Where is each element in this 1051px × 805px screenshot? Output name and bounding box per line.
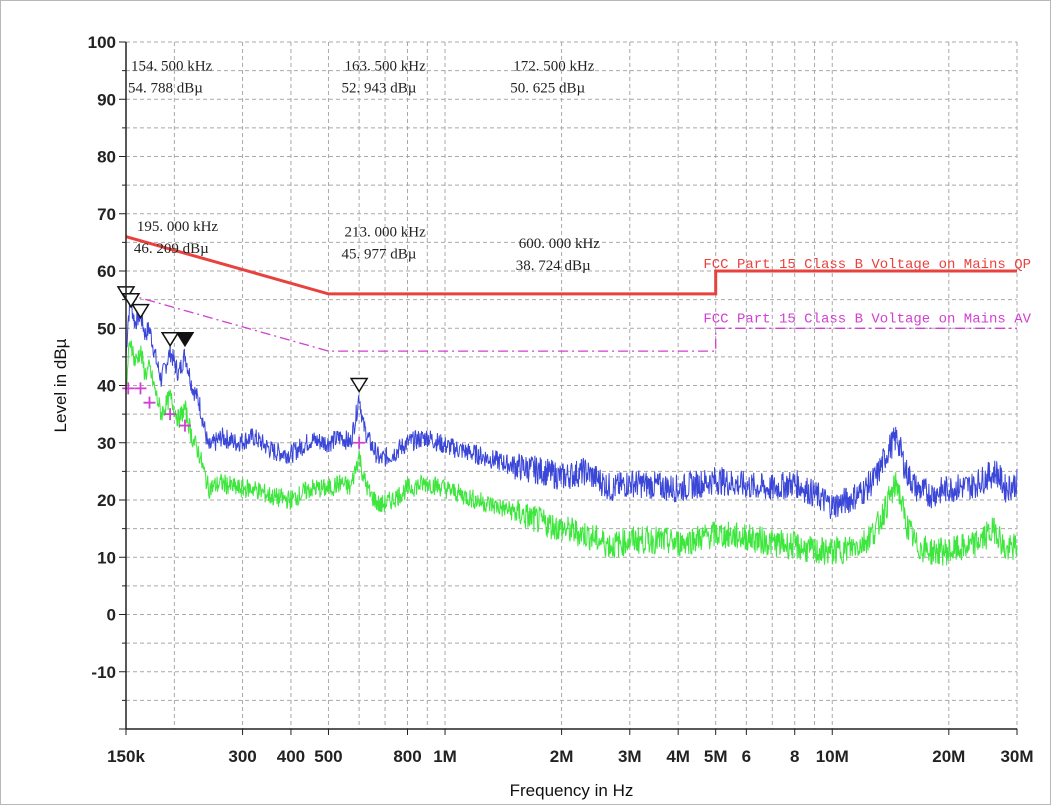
- trace-series: [125, 299, 1018, 566]
- x-tick-label: 20M: [932, 747, 965, 766]
- x-tick-label: 800: [393, 747, 421, 766]
- marker-frequency-label: 213. 000 kHz: [344, 225, 426, 241]
- marker-frequency-label: 154. 500 kHz: [131, 59, 213, 75]
- x-tick-label: 6: [742, 747, 751, 766]
- limit-lines: FCC Part 15 Class B Voltage on Mains QP F…: [125, 235, 1032, 352]
- y-tick-label: 20: [97, 491, 116, 510]
- x-tick-label: 3M: [618, 747, 642, 766]
- x-tick-label: 5M: [704, 747, 728, 766]
- x-tick-label: 30M: [1000, 747, 1033, 766]
- y-tick-label: 90: [97, 90, 116, 109]
- limit-line-label: FCC Part 15 Class B Voltage on Mains QP: [703, 257, 1031, 273]
- y-tick-label: 0: [107, 606, 116, 625]
- limit-line-label: FCC Part 15 Class B Voltage on Mains AV: [703, 311, 1031, 327]
- limit-line: [125, 293, 1017, 352]
- marker-level-label: 45. 977 dBµ: [341, 247, 416, 263]
- peak-marker: [349, 377, 369, 393]
- limit-line: [125, 235, 1017, 296]
- series-trace: [125, 299, 1018, 519]
- x-tick-label: 500: [314, 747, 342, 766]
- x-tick-label: 1M: [433, 747, 457, 766]
- x-tick-label: 150k: [107, 747, 145, 766]
- marker-level-label: 52. 943 dBµ: [341, 81, 416, 97]
- average-marker: [143, 396, 156, 409]
- marker-frequency-label: 172. 500 kHz: [513, 59, 595, 75]
- marker-labels: 154. 500 kHz 54. 788 dBµ 163. 500 kHz 52. 9…: [128, 59, 600, 274]
- average-marker: [134, 382, 147, 395]
- y-tick-label: 60: [97, 262, 116, 281]
- x-tick-label: 4M: [666, 747, 690, 766]
- peak-marker: [175, 331, 195, 348]
- marker-frequency-label: 163. 500 kHz: [344, 59, 426, 75]
- peak-marker: [160, 331, 180, 348]
- x-tick-label: 8: [790, 747, 799, 766]
- marker-level-label: 46. 209 dBµ: [134, 241, 209, 257]
- average-marker: [164, 408, 177, 421]
- y-tick-label: 80: [97, 148, 116, 167]
- y-axis-title: Level in dBµ: [51, 338, 70, 432]
- grid: [126, 41, 1018, 730]
- y-tick-label: -10: [91, 663, 116, 682]
- y-tick-label: 10: [97, 548, 116, 567]
- y-tick-label: 70: [97, 205, 116, 224]
- y-tick-label: 30: [97, 434, 116, 453]
- peak-marker: [131, 303, 150, 320]
- x-tick-label: 10M: [816, 747, 849, 766]
- y-tick-label: 40: [97, 377, 116, 396]
- average-marker: [122, 382, 135, 395]
- x-tick-label: 2M: [550, 747, 574, 766]
- series-trace: [125, 340, 1018, 566]
- x-tick-label: 400: [277, 747, 305, 766]
- marker-level-label: 54. 788 dBµ: [128, 81, 203, 97]
- y-tick-label: 100: [88, 33, 116, 52]
- peak-marker: [121, 293, 141, 309]
- average-marker: [178, 419, 191, 432]
- marker-level-label: 50. 625 dBµ: [510, 81, 585, 97]
- marker-frequency-label: 195. 000 kHz: [137, 219, 219, 235]
- x-tick-label: 300: [228, 747, 256, 766]
- average-marker: [353, 436, 366, 449]
- y-tick-label: 50: [97, 319, 116, 338]
- marker-level-label: 38. 724 dBµ: [516, 258, 591, 274]
- x-axis-title: Frequency in Hz: [510, 781, 634, 800]
- marker-frequency-label: 600. 000 kHz: [519, 236, 601, 252]
